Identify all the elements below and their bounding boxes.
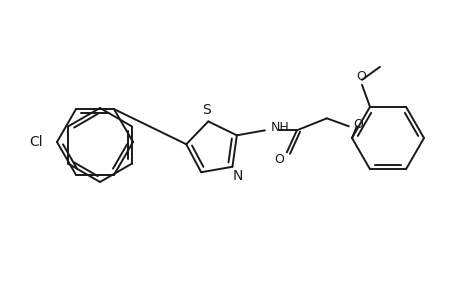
Text: O: O — [355, 70, 365, 83]
Text: NH: NH — [270, 121, 289, 134]
Text: O: O — [352, 118, 362, 131]
Text: N: N — [232, 169, 242, 183]
Text: S: S — [202, 103, 210, 117]
Text: Cl: Cl — [29, 135, 43, 149]
Text: O: O — [273, 153, 283, 166]
